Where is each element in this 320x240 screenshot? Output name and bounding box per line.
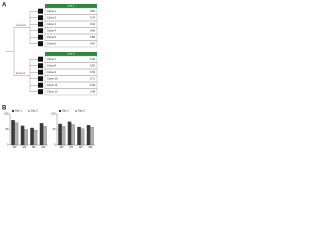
legend-swatch: [59, 110, 61, 112]
x-tick-label: WT: [60, 145, 64, 149]
bar: [67, 121, 72, 146]
group-header-text: Line 1: [67, 4, 75, 8]
legend-swatch: [75, 110, 77, 112]
bar: [11, 120, 15, 146]
bar: [80, 128, 85, 146]
row-value: 0.48: [90, 89, 96, 93]
y-tick-label: 50: [6, 127, 9, 131]
row-value: 0.82: [90, 9, 96, 13]
row-name: Clone 10: [47, 76, 58, 80]
row-value: 0.39: [90, 83, 96, 87]
bar: [39, 123, 44, 146]
bar: [90, 127, 94, 146]
legend-label: Day 1: [15, 109, 22, 113]
thumbnail: [38, 89, 43, 95]
thumbnail: [38, 28, 43, 34]
x-tick-label: M2: [79, 145, 83, 149]
y-tick-label: 0: [7, 143, 9, 147]
row-value: 0.52: [90, 63, 96, 67]
bar: [77, 126, 81, 146]
panel-label: B: [2, 106, 7, 112]
thumbnail: [38, 63, 43, 69]
row-name: Clone 11: [47, 83, 58, 87]
bar: [61, 126, 66, 146]
row-value: 0.91: [90, 22, 96, 26]
thumbnail: [38, 34, 43, 40]
bar: [30, 127, 34, 146]
bar: [20, 125, 25, 146]
row-name: Clone 2: [47, 15, 56, 19]
bar: [24, 129, 28, 146]
bar: [58, 123, 62, 146]
group-header: [45, 4, 97, 8]
row-value: 0.74: [90, 15, 96, 19]
thumbnail: [38, 41, 43, 47]
thumbnail: [38, 56, 43, 62]
row-value: 0.87: [90, 41, 96, 45]
y-tick-label: 100: [51, 112, 56, 116]
x-tick-label: M2: [32, 145, 36, 149]
row-name: Clone 7: [47, 57, 56, 61]
group-header-text: Line 2: [67, 52, 75, 56]
bar: [33, 130, 38, 146]
row-value: 0.71: [90, 76, 96, 80]
x-tick-label: M3: [88, 145, 92, 149]
row-name: Clone 1: [47, 9, 56, 13]
tree-label: Ancestor: [16, 23, 26, 27]
x-tick-label: M3: [41, 145, 45, 149]
row-name: Clone 12: [47, 89, 58, 93]
figure: A B Line 1 Clone 1 0.82 Clone 2 0.74 Clone 3 0…: [2, 3, 98, 149]
legend-label: Day 1: [62, 109, 69, 113]
legend-label: Day 2: [31, 109, 38, 113]
group-header: [45, 52, 97, 56]
row-value: 0.66: [90, 28, 96, 32]
row-name: Clone 8: [47, 63, 56, 67]
thumbnail: [38, 8, 43, 14]
row-name: Clone 4: [47, 28, 56, 32]
x-tick-label: M1: [69, 145, 73, 149]
row-value: 0.58: [90, 35, 96, 39]
row-value: 0.63: [90, 70, 96, 74]
bar: [86, 125, 91, 146]
thumbnail: [38, 21, 43, 27]
row-name: Clone 6: [47, 41, 56, 45]
y-tick-label: 100: [4, 112, 9, 116]
x-tick-label: M1: [22, 145, 26, 149]
row-name: Clone 9: [47, 70, 56, 74]
y-tick-label: 0: [54, 143, 56, 147]
thumbnail: [38, 76, 43, 82]
tree-label: Evolved: [16, 71, 26, 75]
panel-label: A: [2, 3, 7, 9]
bar: [71, 124, 75, 146]
bar: [43, 126, 47, 146]
legend-label: Day 2: [78, 109, 85, 113]
row-box: [44, 88, 98, 96]
bar: [14, 122, 19, 146]
row-name: Clone 5: [47, 35, 56, 39]
x-tick-label: WT: [13, 145, 17, 149]
thumbnail: [38, 82, 43, 88]
legend-swatch: [28, 110, 30, 112]
legend-swatch: [12, 110, 14, 112]
thumbnail: [38, 15, 43, 21]
thumbnail: [38, 69, 43, 75]
y-tick-label: 50: [53, 127, 56, 131]
row-value: 0.45: [90, 57, 96, 61]
row-box: [44, 40, 98, 48]
row-name: Clone 3: [47, 22, 56, 26]
